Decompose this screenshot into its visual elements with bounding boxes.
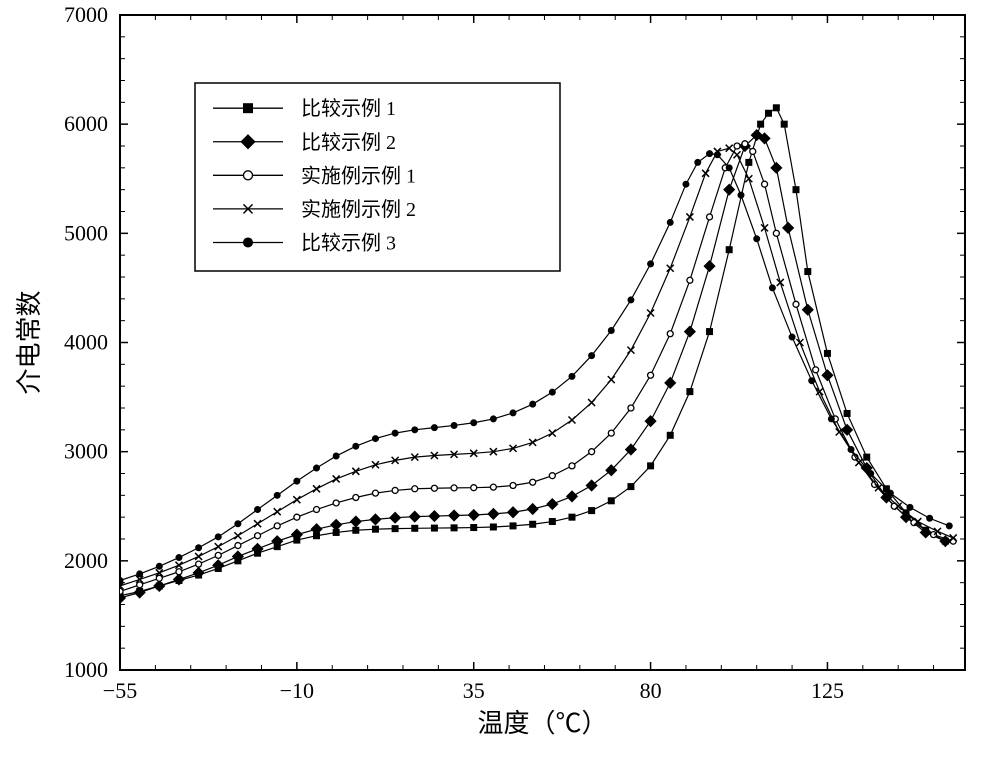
legend-label: 比较示例 3 [301, 231, 396, 254]
legend-label: 比较示例 2 [301, 131, 396, 154]
legend-label: 实施例示例 2 [301, 198, 416, 221]
legend-label: 比较示例 1 [301, 97, 396, 120]
y-axis-label: 介电常数 [15, 290, 44, 394]
x-tick-label: 35 [463, 678, 485, 703]
x-tick-label: 125 [811, 678, 844, 703]
y-tick-label: 7000 [64, 2, 108, 27]
y-tick-label: 5000 [64, 220, 108, 245]
y-tick-label: 2000 [64, 548, 108, 573]
chart-container: −55−103580125100020003000400050006000700… [0, 0, 1000, 760]
y-tick-label: 1000 [64, 657, 108, 682]
x-axis-label: 温度（℃） [477, 709, 607, 738]
legend: 比较示例 1 比较示例 2 实施例示例 1 实施例示例 2 比较示例 3 [195, 83, 560, 271]
y-tick-label: 4000 [64, 330, 108, 355]
y-tick-label: 3000 [64, 439, 108, 464]
x-tick-label: 80 [640, 678, 662, 703]
x-tick-label: −10 [280, 678, 314, 703]
y-tick-label: 6000 [64, 111, 108, 136]
legend-label: 实施例示例 1 [301, 164, 416, 187]
chart-svg: −55−103580125100020003000400050006000700… [0, 0, 1000, 760]
